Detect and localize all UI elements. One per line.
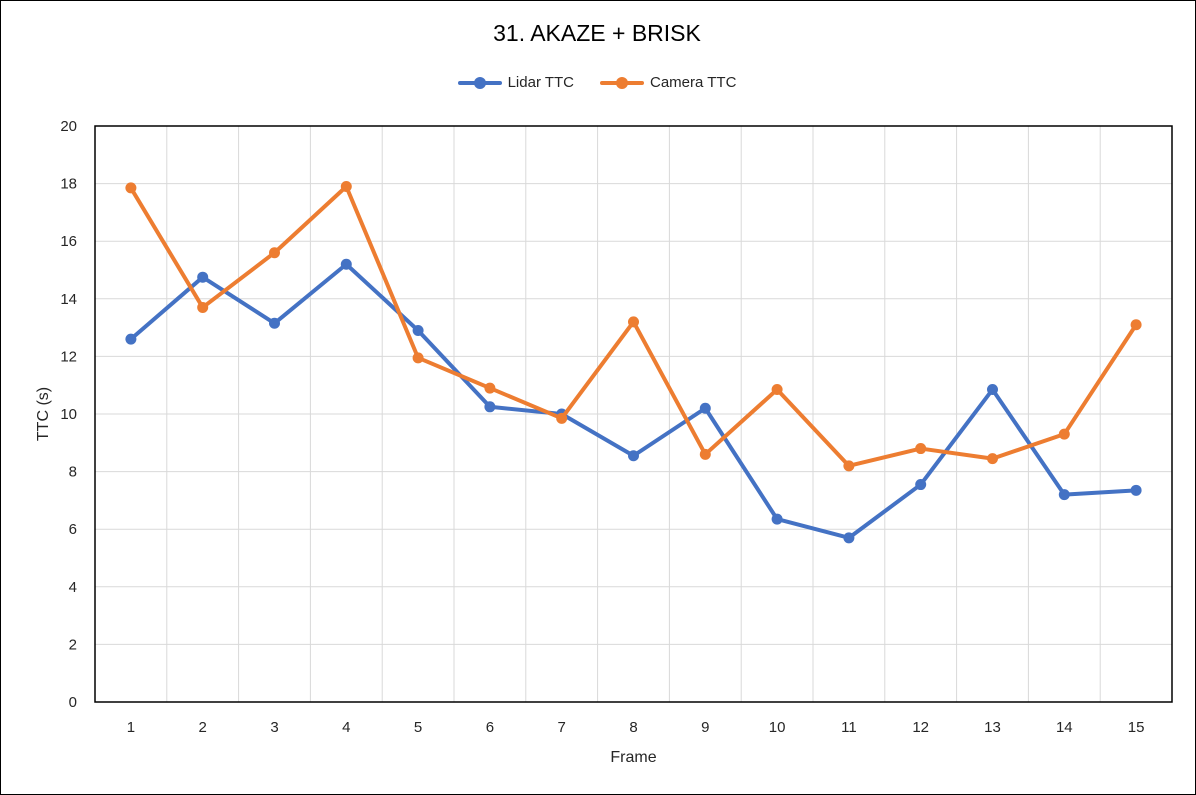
y-tick-label: 10 [60,406,77,423]
data-point-camera-ttc [1058,428,1070,440]
x-tick-label: 8 [629,719,637,736]
data-point-camera-ttc [987,453,998,465]
x-tick-label: 3 [270,719,278,736]
grid-layer [95,125,1172,703]
series-camera-ttc [125,180,1142,472]
data-point-lidar-ttc [628,450,639,462]
legend-item-lidar: Lidar TTC [457,74,574,91]
x-tick-label: 1 [127,719,135,736]
x-tick-label: 7 [558,719,566,736]
data-point-camera-ttc [915,443,927,455]
data-point-lidar-ttc [1130,484,1142,496]
data-point-lidar-ttc [987,384,998,396]
chart-title: 31. AKAZE + BRISK [493,20,701,46]
x-tick-label: 15 [1128,719,1145,736]
y-tick-labels: 0 2 4 6 8 10 12 14 16 18 20 [60,118,77,711]
x-tick-label: 2 [199,719,207,736]
y-tick-label: 14 [60,291,77,308]
x-tick-label: 4 [342,719,350,736]
data-point-lidar-ttc [269,317,280,329]
data-point-camera-ttc [843,460,855,472]
data-point-lidar-ttc [412,324,424,336]
data-point-camera-ttc [556,412,568,424]
legend: Lidar TTC Camera TTC [0,74,1194,91]
data-point-lidar-ttc [915,479,927,491]
data-point-camera-ttc [699,448,711,460]
x-tick-label: 9 [701,719,709,736]
data-point-lidar-ttc [125,333,137,345]
legend-label-lidar: Lidar TTC [507,74,574,91]
x-tick-label: 6 [486,719,494,736]
y-axis-title: TTC (s) [35,387,52,441]
legend-marker-lidar [473,76,486,89]
y-tick-label: 20 [60,118,77,135]
data-point-camera-ttc [1130,319,1142,331]
legend-swatch-camera [600,76,644,90]
data-point-camera-ttc [269,247,280,259]
y-tick-label: 12 [60,348,77,365]
x-tick-label: 11 [841,719,857,736]
x-tick-label: 5 [414,719,422,736]
plot-border [94,125,1173,703]
x-axis-title: Frame [610,749,656,766]
data-point-camera-ttc [340,180,352,192]
data-point-lidar-ttc [340,258,352,270]
y-tick-label: 6 [69,521,77,538]
legend-item-camera: Camera TTC [600,74,736,91]
x-tick-labels: 1 2 3 4 5 6 7 8 9 10 11 12 13 14 15 [127,719,1145,736]
data-point-lidar-ttc [197,271,209,283]
series-layer [125,180,1142,544]
legend-swatch-lidar [457,76,502,90]
data-point-camera-ttc [771,384,783,396]
x-tick-label: 10 [769,719,786,736]
data-point-lidar-ttc [484,401,496,413]
y-tick-label: 0 [69,694,77,711]
data-point-camera-ttc [628,316,639,328]
legend-marker-camera [616,76,628,89]
data-point-lidar-ttc [699,402,711,414]
y-tick-label: 16 [60,233,77,250]
y-tick-label: 8 [69,464,77,481]
legend-label-camera: Camera TTC [650,74,737,91]
data-point-lidar-ttc [1058,489,1070,501]
x-tick-label: 14 [1056,719,1073,736]
data-point-camera-ttc [412,352,424,364]
y-tick-label: 2 [69,636,77,653]
x-tick-label: 12 [912,719,929,736]
data-point-camera-ttc [484,382,496,394]
y-tick-label: 18 [60,176,77,193]
data-point-lidar-ttc [771,513,783,525]
series-line-lidar-ttc [128,262,1139,540]
y-tick-label: 4 [69,579,77,596]
data-point-lidar-ttc [843,532,855,544]
data-point-camera-ttc [197,301,209,313]
data-point-camera-ttc [125,182,137,194]
series-lidar-ttc [125,258,1142,544]
x-tick-label: 13 [984,719,1001,736]
